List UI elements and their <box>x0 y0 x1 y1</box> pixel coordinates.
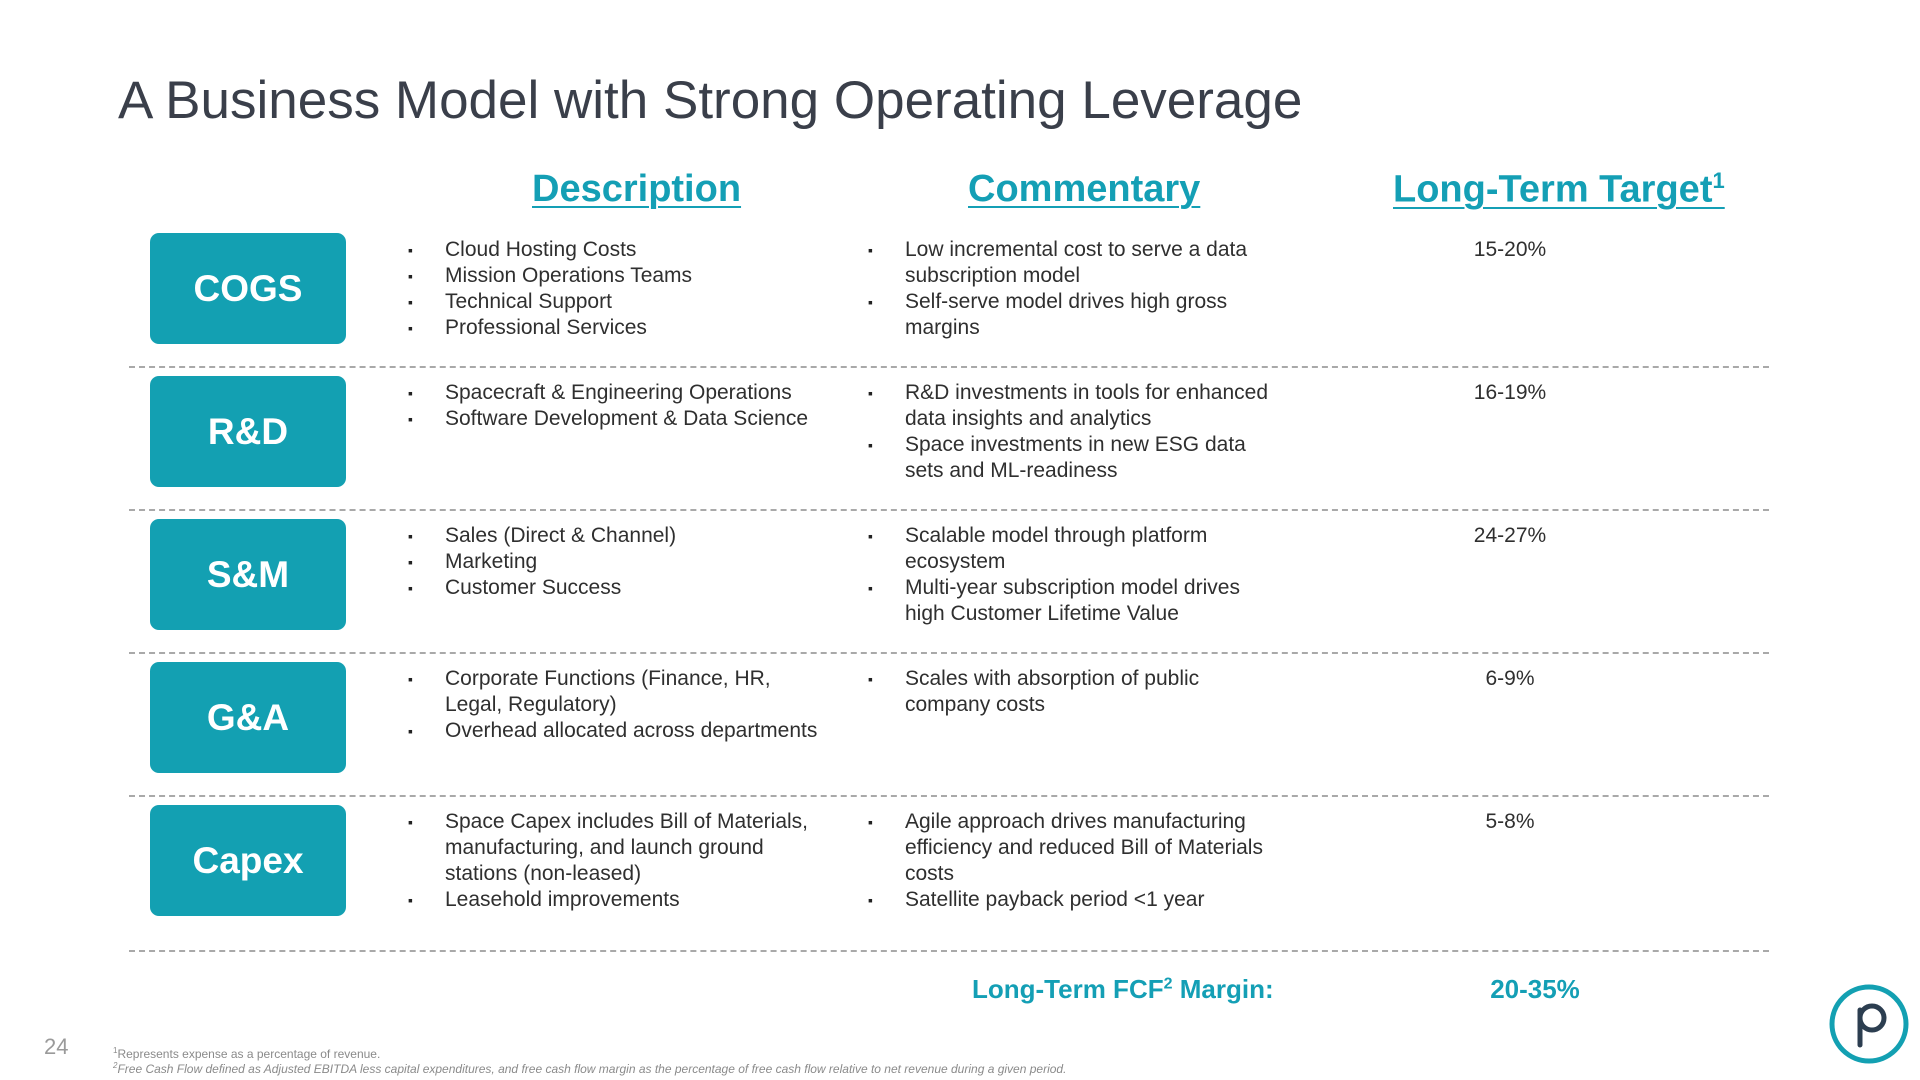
footnote-1-mark: 1 <box>113 1046 118 1055</box>
fcf-label-pre: Long-Term FCF <box>972 974 1164 1004</box>
description-list: Sales (Direct & Channel)MarketingCustome… <box>408 523 828 601</box>
column-header-target-label: Long-Term Target <box>1393 168 1713 211</box>
category-badge: G&A <box>150 662 346 773</box>
commentary-item: R&D investments in tools for enhanced da… <box>868 380 1278 432</box>
commentary-item: Multi-year subscription model drives hig… <box>868 575 1278 627</box>
commentary-item: Satellite payback period <1 year <box>868 887 1278 913</box>
description-list: Space Capex includes Bill of Materials, … <box>408 809 828 913</box>
description-list: Cloud Hosting CostsMission Operations Te… <box>408 237 828 341</box>
description-item: Cloud Hosting Costs <box>408 237 828 263</box>
footnote-1: 1Represents expense as a percentage of r… <box>113 1046 380 1061</box>
long-term-target-value: 15-20% <box>1473 238 1547 261</box>
row-divider <box>129 652 1769 654</box>
category-badge: R&D <box>150 376 346 487</box>
fcf-margin-value: 20-35% <box>1490 974 1580 1004</box>
table-row: COGS Cloud Hosting CostsMission Operation… <box>130 233 1770 376</box>
row-divider <box>129 950 1769 952</box>
page-title: A Business Model with Strong Operating L… <box>118 71 1303 130</box>
commentary-list: Scalable model through platform ecosyste… <box>868 523 1278 627</box>
description-item: Software Development & Data Science <box>408 406 828 432</box>
table-row: G&A Corporate Functions (Finance, HR, Leg… <box>130 662 1770 805</box>
fcf-label-post: Margin: <box>1172 974 1274 1004</box>
description-item: Overhead allocated across departments <box>408 718 828 744</box>
footnote-2-mark: 2 <box>113 1061 118 1070</box>
commentary-list: Scales with absorption of public company… <box>868 666 1278 718</box>
description-item: Marketing <box>408 549 828 575</box>
description-item: Space Capex includes Bill of Materials, … <box>408 809 828 887</box>
row-divider <box>129 795 1769 797</box>
commentary-item: Scalable model through platform ecosyste… <box>868 523 1278 575</box>
column-header-commentary: Commentary <box>968 168 1201 210</box>
category-badge: COGS <box>150 233 346 344</box>
footnote-2: 2Free Cash Flow defined as Adjusted EBIT… <box>113 1061 1066 1076</box>
description-item: Leasehold improvements <box>408 887 828 913</box>
row-divider <box>129 366 1769 368</box>
description-item: Technical Support <box>408 289 828 315</box>
description-item: Professional Services <box>408 315 828 341</box>
table-row: Capex Space Capex includes Bill of Materi… <box>130 805 1770 948</box>
footnote-2-text: Free Cash Flow defined as Adjusted EBITD… <box>117 1062 1067 1076</box>
planet-p-logo-icon <box>1829 984 1909 1064</box>
footnote-1-text: Represents expense as a percentage of re… <box>117 1047 381 1061</box>
long-term-target-value: 6-9% <box>1485 667 1535 690</box>
commentary-item: Self-serve model drives high gross margi… <box>868 289 1278 341</box>
long-term-target-value: 5-8% <box>1485 810 1535 833</box>
commentary-item: Scales with absorption of public company… <box>868 666 1278 718</box>
table-row: R&D Spacecraft & Engineering OperationsSo… <box>130 376 1770 519</box>
description-item: Sales (Direct & Channel) <box>408 523 828 549</box>
table-row: S&M Sales (Direct & Channel)MarketingCust… <box>130 519 1770 662</box>
description-item: Customer Success <box>408 575 828 601</box>
column-header-description: Description <box>532 168 742 210</box>
target-footnote-mark: 1 <box>1712 168 1725 193</box>
commentary-item: Agile approach drives manufacturing effi… <box>868 809 1278 887</box>
description-item: Spacecraft & Engineering Operations <box>408 380 828 406</box>
row-divider <box>129 509 1769 511</box>
description-item: Corporate Functions (Finance, HR, Legal,… <box>408 666 828 718</box>
commentary-list: Agile approach drives manufacturing effi… <box>868 809 1278 913</box>
long-term-target-value: 16-19% <box>1473 381 1547 404</box>
column-header-long-term-target: Long-Term Target1 <box>1393 168 1725 212</box>
category-badge: S&M <box>150 519 346 630</box>
description-list: Spacecraft & Engineering OperationsSoftw… <box>408 380 828 432</box>
page-number: 24 <box>44 1034 69 1059</box>
commentary-list: R&D investments in tools for enhanced da… <box>868 380 1278 484</box>
fcf-margin-label: Long-Term FCF2 Margin: <box>972 974 1274 1005</box>
fcf-footnote-mark: 2 <box>1163 975 1173 993</box>
commentary-item: Space investments in new ESG data sets a… <box>868 432 1278 484</box>
description-item: Mission Operations Teams <box>408 263 828 289</box>
category-badge: Capex <box>150 805 346 916</box>
commentary-list: Low incremental cost to serve a data sub… <box>868 237 1278 341</box>
description-list: Corporate Functions (Finance, HR, Legal,… <box>408 666 828 744</box>
long-term-target-value: 24-27% <box>1473 524 1547 547</box>
commentary-item: Low incremental cost to serve a data sub… <box>868 237 1278 289</box>
